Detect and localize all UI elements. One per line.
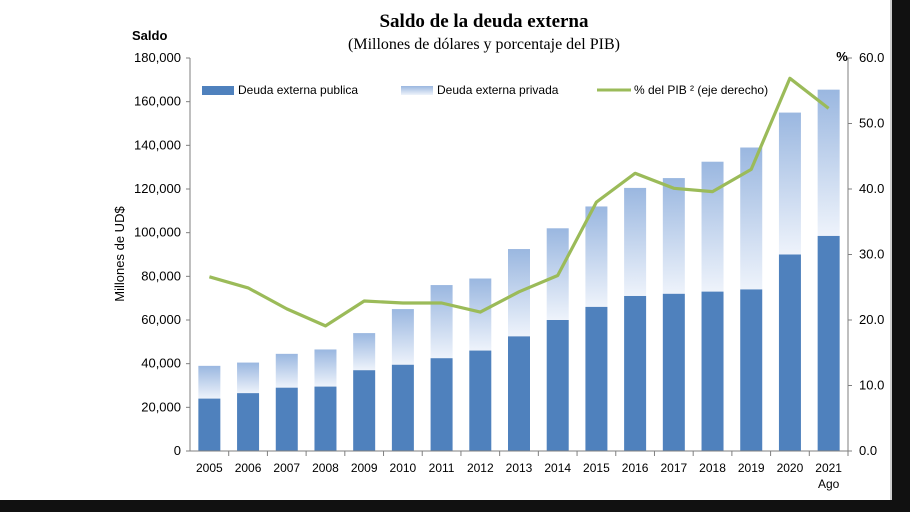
y2-tick-label: 40.0 bbox=[859, 181, 884, 196]
pct-pib-line bbox=[208, 76, 830, 328]
bar-private-2008 bbox=[314, 349, 337, 387]
bar-public-2016 bbox=[624, 295, 647, 451]
y2-tick-label: 50.0 bbox=[859, 116, 884, 131]
bar-public-2017 bbox=[662, 293, 685, 451]
x-tick-label: 2012 bbox=[467, 461, 494, 475]
bar-private-2021 bbox=[817, 89, 840, 236]
y-tick-label: 100,000 bbox=[134, 225, 181, 240]
bar-public-2007 bbox=[275, 387, 298, 451]
x-tick-label: 2006 bbox=[235, 461, 262, 475]
x-tick-label: 2021 bbox=[815, 461, 842, 475]
x-tick-label: 2013 bbox=[506, 461, 533, 475]
y-tick-label: 20,000 bbox=[141, 399, 181, 414]
bar-private-2006 bbox=[237, 362, 260, 394]
bar-public-2018 bbox=[701, 291, 724, 451]
debt-chart: Saldo de la deuda externa (Millones de d… bbox=[112, 11, 884, 491]
x-tick-label: 2015 bbox=[583, 461, 610, 475]
bar-private-2015 bbox=[585, 206, 608, 307]
x-tick-label: 2009 bbox=[351, 461, 378, 475]
y-tick-label: 160,000 bbox=[134, 94, 181, 109]
x-tick-sublabel: Ago bbox=[818, 477, 840, 491]
bar-public-2005 bbox=[198, 398, 221, 451]
y2-tick-label: 20.0 bbox=[859, 312, 884, 327]
y2-tick-label: 0.0 bbox=[859, 443, 877, 458]
bar-public-2014 bbox=[546, 320, 569, 451]
right-axis-title: % bbox=[836, 49, 848, 64]
bar-private-2012 bbox=[469, 278, 492, 351]
bar-public-2008 bbox=[314, 386, 337, 451]
y-tick-label: 140,000 bbox=[134, 137, 181, 152]
legend-swatch-private bbox=[401, 86, 433, 95]
bar-public-2015 bbox=[585, 306, 608, 451]
bar-private-2020 bbox=[778, 112, 801, 255]
bar-private-2018 bbox=[701, 161, 724, 292]
chart-title: Saldo de la deuda externa bbox=[379, 11, 589, 32]
legend-label-private: Deuda externa privada bbox=[437, 83, 559, 97]
x-tick-label: 2019 bbox=[738, 461, 765, 475]
frame-edge bbox=[890, 0, 892, 500]
x-tick-label: 2017 bbox=[660, 461, 687, 475]
x-tick-label: 2016 bbox=[622, 461, 649, 475]
y2-tick-label: 60.0 bbox=[859, 50, 884, 65]
bar-public-2009 bbox=[353, 370, 376, 451]
bar-public-2011 bbox=[430, 358, 453, 451]
y2-tick-label: 10.0 bbox=[859, 378, 884, 393]
bar-public-2012 bbox=[469, 350, 492, 451]
x-tick-label: 2008 bbox=[312, 461, 339, 475]
x-tick-label: 2018 bbox=[699, 461, 726, 475]
y-tick-label: 180,000 bbox=[134, 50, 181, 65]
legend: Deuda externa publica Deuda externa priva… bbox=[202, 83, 768, 97]
bar-public-2006 bbox=[237, 393, 260, 451]
bar-public-2010 bbox=[391, 364, 414, 451]
legend-label-public: Deuda externa publica bbox=[238, 83, 358, 97]
left-axis-title: Saldo bbox=[132, 28, 167, 43]
plot-area: 0 20,000 40,000 60,000 80,000 100,000 120,000 1… bbox=[134, 50, 884, 491]
y-tick-label: 60,000 bbox=[141, 312, 181, 327]
bar-private-2016 bbox=[624, 187, 647, 296]
x-tick-label: 2011 bbox=[429, 461, 455, 475]
bar-private-2017 bbox=[662, 178, 685, 294]
window-border-bottom bbox=[0, 500, 910, 512]
bar-public-2021 bbox=[817, 235, 840, 451]
y-axis-label: Millones de UD$ bbox=[112, 206, 127, 302]
y-tick-label: 0 bbox=[174, 443, 181, 458]
bar-private-2007 bbox=[275, 353, 298, 388]
y-tick-label: 120,000 bbox=[134, 181, 181, 196]
bar-private-2011 bbox=[430, 285, 453, 359]
bar-public-2020 bbox=[778, 254, 801, 451]
x-tick-label: 2020 bbox=[777, 461, 804, 475]
x-tick-label: 2007 bbox=[273, 461, 300, 475]
bar-private-2010 bbox=[391, 309, 414, 365]
legend-label-pct: % del PIB ² (eje derecho) bbox=[634, 83, 768, 97]
window-border-right bbox=[892, 0, 910, 512]
chart-subtitle: (Millones de dólares y porcentaje del PI… bbox=[348, 36, 620, 53]
bar-private-2019 bbox=[740, 147, 763, 290]
legend-swatch-public bbox=[202, 86, 234, 95]
bar-public-2013 bbox=[508, 336, 530, 451]
bar-private-2009 bbox=[353, 333, 376, 371]
x-tick-label: 2010 bbox=[390, 461, 417, 475]
x-tick-label: 2005 bbox=[196, 461, 223, 475]
bar-public-2019 bbox=[740, 289, 763, 451]
x-tick-label: 2014 bbox=[544, 461, 571, 475]
y-tick-label: 40,000 bbox=[141, 356, 181, 371]
y2-tick-label: 30.0 bbox=[859, 247, 884, 262]
y-tick-label: 80,000 bbox=[141, 268, 181, 283]
bar-private-2005 bbox=[198, 365, 221, 399]
